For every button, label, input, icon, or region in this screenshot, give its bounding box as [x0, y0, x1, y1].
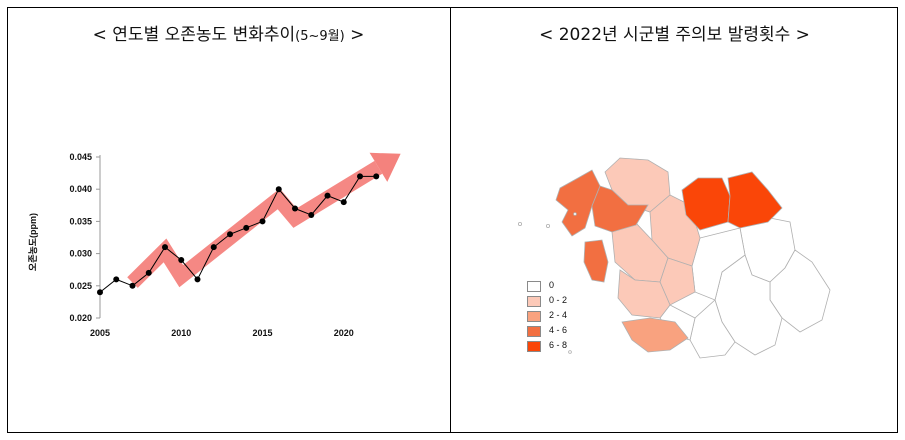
y-tick-label: 0.025	[69, 281, 92, 291]
legend-label: 2 - 4	[549, 310, 568, 320]
region-northeast-2	[727, 171, 783, 229]
data-point	[227, 231, 233, 238]
y-tick-label: 0.020	[69, 313, 92, 323]
legend-label: 4 - 6	[549, 325, 568, 335]
region-west-coast	[555, 169, 601, 237]
data-point	[129, 282, 136, 289]
data-point	[243, 224, 250, 231]
data-point	[178, 257, 185, 264]
figure-frame	[7, 7, 898, 433]
island	[573, 212, 577, 216]
region-south-peninsula	[621, 317, 689, 353]
y-tick-label: 0.040	[69, 184, 92, 194]
legend-label: 0 - 2	[549, 295, 568, 305]
data-point	[324, 192, 331, 199]
legend-label: 6 - 8	[549, 340, 568, 350]
data-point	[373, 173, 380, 180]
panel-divider	[450, 7, 451, 433]
y-tick-label: 0.035	[69, 216, 92, 226]
data-point	[97, 289, 103, 296]
legend-swatch	[527, 281, 541, 292]
island	[518, 221, 523, 226]
y-axis-label: 오존농도(ppm)	[28, 213, 38, 271]
legend-label: 0	[549, 280, 555, 290]
x-tick-label: 2020	[334, 328, 354, 338]
island	[568, 350, 572, 354]
left-chart-title: < 연도별 오존농도 변화추이(5~9월) >	[7, 20, 450, 45]
x-tick-label: 2005	[90, 328, 110, 338]
trend-arrow-head	[369, 152, 401, 182]
data-point	[162, 244, 168, 251]
region-west-inland	[591, 185, 649, 233]
island	[546, 223, 551, 228]
right-map-title: < 2022년 시군별 주의보 발령횟수 >	[539, 25, 810, 45]
data-point	[259, 218, 266, 225]
left-title-end: >	[344, 25, 365, 45]
y-tick-label: 0.030	[69, 249, 92, 259]
legend-swatch	[527, 311, 541, 322]
left-title-sub: (5~9월)	[295, 29, 345, 44]
region-south-central	[617, 269, 671, 319]
data-point	[340, 199, 347, 206]
data-point	[113, 276, 120, 283]
left-title-main: < 연도별 오존농도 변화추이	[92, 25, 296, 45]
data-point	[292, 205, 298, 212]
data-points	[97, 173, 380, 296]
y-tick-label: 0.045	[69, 152, 92, 162]
data-point	[308, 211, 315, 218]
region-southwest-coast	[583, 239, 609, 283]
legend-swatch	[527, 296, 541, 307]
x-tick-label: 2010	[171, 328, 191, 338]
ozone-line-chart: 0.020 0.025 0.030 0.035 0.040 0.045 2005 2010 20…	[28, 152, 401, 338]
legend-swatch	[527, 326, 541, 337]
data-point	[275, 186, 282, 193]
data-point	[357, 173, 363, 180]
data-point	[210, 244, 217, 251]
x-tick-label: 2015	[252, 328, 272, 338]
legend-swatch	[527, 341, 541, 352]
data-point	[194, 276, 201, 283]
data-point	[145, 269, 152, 276]
